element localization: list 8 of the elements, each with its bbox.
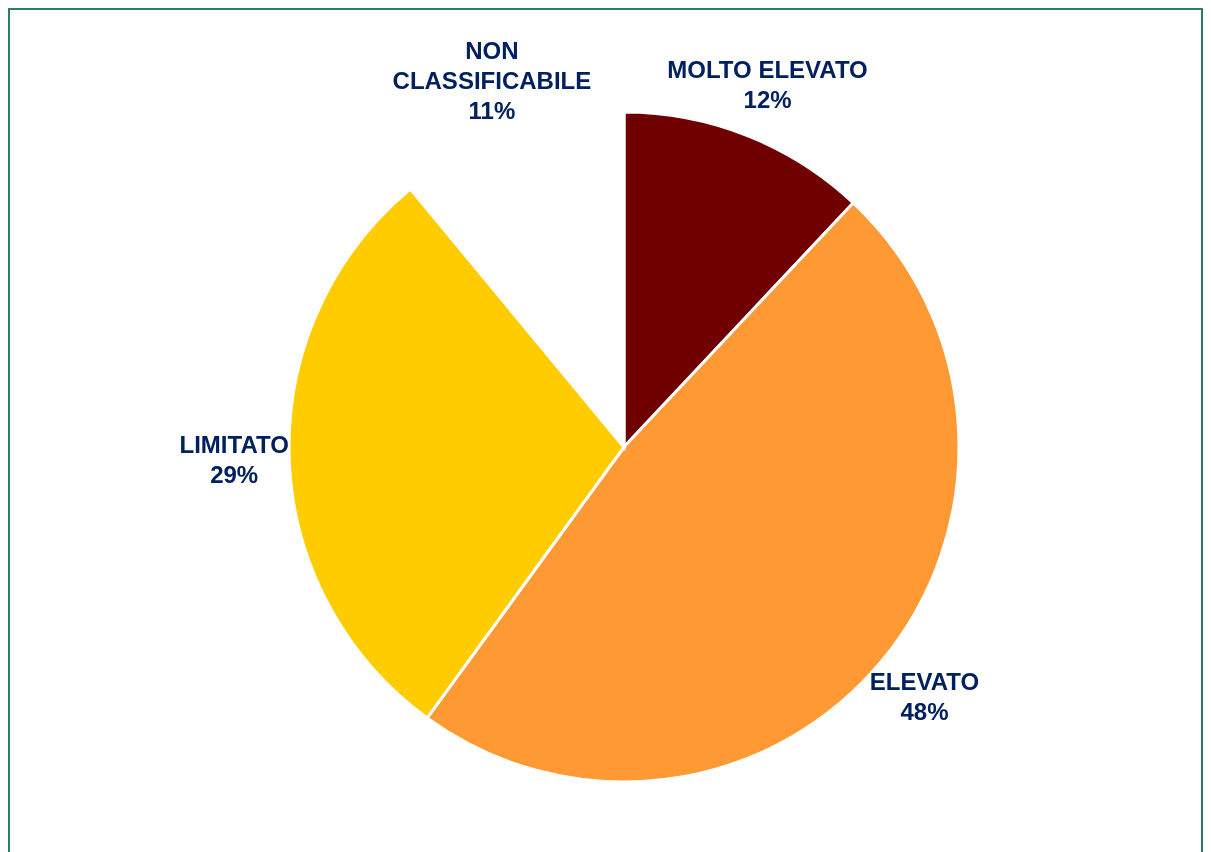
- data-label: 48%: [900, 697, 949, 725]
- slice-label: ELEVATO: [869, 667, 980, 695]
- slice-label: LIMITATO: [179, 430, 289, 458]
- slice-label: NON CLASSIFICABILE: [392, 36, 592, 94]
- data-label: 12%: [743, 85, 792, 113]
- slice-label: MOLTO ELEVATO: [667, 55, 868, 83]
- data-label: 29%: [210, 460, 259, 488]
- data-label: 11%: [468, 96, 516, 124]
